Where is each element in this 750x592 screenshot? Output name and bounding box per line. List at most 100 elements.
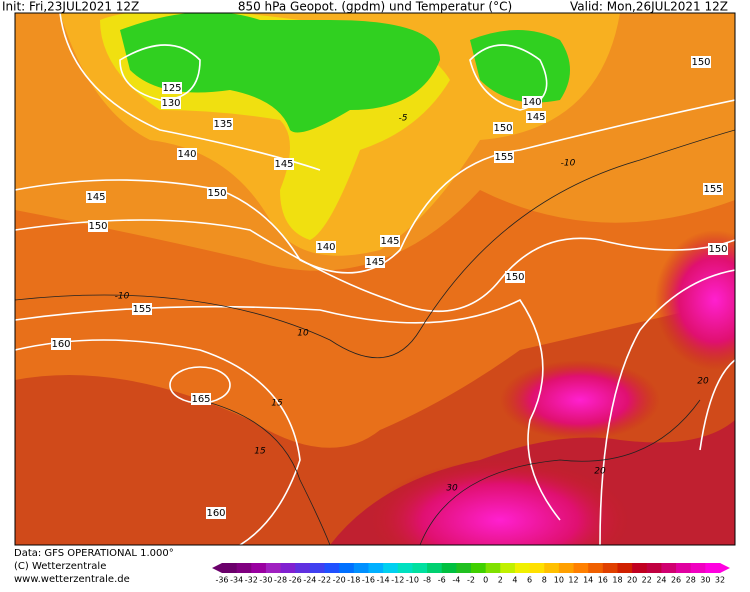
colorbar-tick-label: 28 xyxy=(686,576,696,585)
contour-label-box xyxy=(191,393,211,405)
colorbar-tick-label: -12 xyxy=(391,576,404,585)
contour-label-box xyxy=(207,187,227,199)
geopotential-label: 125 xyxy=(162,83,181,94)
colorbar-segment xyxy=(558,563,575,573)
colorbar-tick-label: -36 xyxy=(215,576,228,585)
geopotential-label: 150 xyxy=(505,272,524,283)
colorbar-tick-label: 6 xyxy=(527,576,532,585)
colorbar-tick-label: -28 xyxy=(274,576,287,585)
temperature-label: 10 xyxy=(297,329,309,339)
colorbar-segment xyxy=(500,563,516,573)
geopotential-label: 145 xyxy=(380,236,399,247)
geopotential-label: 145 xyxy=(526,112,545,123)
contour-label-box xyxy=(380,235,400,247)
colorbar-tick-label: -20 xyxy=(333,576,346,585)
colorbar-segment xyxy=(514,563,531,573)
colorbar-tick-label: -24 xyxy=(303,576,316,585)
contour-label-box xyxy=(703,183,723,195)
colorbar-segment xyxy=(690,563,706,573)
colorbar-tick-label: 0 xyxy=(483,576,488,585)
colorbar-segment xyxy=(617,563,633,573)
contour-label-box xyxy=(132,303,152,315)
geopotential-label: 140 xyxy=(522,97,541,108)
colorbar-segment xyxy=(602,563,618,573)
colorbar-tick-label: -32 xyxy=(245,576,258,585)
colorbar-segment xyxy=(632,563,648,573)
contour-label-box xyxy=(162,82,182,94)
colorbar-tick-label: -10 xyxy=(406,576,419,585)
colorbar-segment xyxy=(661,563,677,573)
temperature-label: 15 xyxy=(271,399,283,409)
colorbar-tick-label: 4 xyxy=(512,576,517,585)
geopotential-label: 145 xyxy=(365,257,384,268)
geopotential-label: 150 xyxy=(691,57,710,68)
website: www.wetterzentrale.de xyxy=(14,574,130,585)
colorbar-tick-label: 2 xyxy=(498,576,503,585)
colorbar-segment xyxy=(222,563,238,573)
colorbar-tick-label: 10 xyxy=(554,576,564,585)
colorbar-tick-label: 32 xyxy=(715,576,725,585)
contour-label-box xyxy=(88,220,108,232)
geopotential-label: 145 xyxy=(86,192,105,203)
colorbar-tick-label: 14 xyxy=(583,576,593,585)
geopotential-label: 160 xyxy=(51,339,70,350)
geopotential-label: 150 xyxy=(88,221,107,232)
colorbar-tick-label: -30 xyxy=(259,576,272,585)
contour-label-box xyxy=(274,158,294,170)
contour-label-box xyxy=(691,56,711,68)
colorbar-segment xyxy=(573,563,589,573)
colorbar-segment xyxy=(588,563,604,573)
contour-label-box xyxy=(708,243,728,255)
colorbar-tick-label: -8 xyxy=(423,576,431,585)
colorbar-tick-label: 22 xyxy=(642,576,652,585)
colorbar-arrow-low xyxy=(212,563,222,573)
temperature-label: 20 xyxy=(697,377,709,387)
temperature-label: -5 xyxy=(399,114,408,124)
colorbar-tick-label: -16 xyxy=(362,576,375,585)
colorbar-tick-label: 24 xyxy=(656,576,666,585)
geopotential-label: 130 xyxy=(161,98,180,109)
temperature-label: 20 xyxy=(594,467,606,477)
colorbar-tick-label: -18 xyxy=(347,576,360,585)
contour-label-box xyxy=(177,148,197,160)
map-area xyxy=(15,13,735,545)
colorbar-segment xyxy=(309,563,326,573)
contour-label-box xyxy=(522,96,542,108)
valid-time: Valid: Mon,26JUL2021 12Z xyxy=(570,0,728,14)
map-title: 850 hPa Geopot. (gpdm) und Temperatur (°… xyxy=(238,0,512,14)
colorbar-tick-label: 18 xyxy=(612,576,622,585)
colorbar-tick-label: -4 xyxy=(452,576,460,585)
colorbar-tick-label: -2 xyxy=(467,576,475,585)
colorbar-tick-label: -26 xyxy=(289,576,302,585)
geopotential-label: 150 xyxy=(493,123,512,134)
data-source: Data: GFS OPERATIONAL 1.000° xyxy=(14,548,174,559)
colorbar-segment xyxy=(529,563,545,573)
temperature-label: -10 xyxy=(561,159,576,169)
geopotential-label: 155 xyxy=(703,184,722,195)
colorbar-segment xyxy=(280,563,296,573)
geopotential-label: 155 xyxy=(494,152,513,163)
colorbar-segment xyxy=(339,563,355,573)
colorbar-segment xyxy=(397,563,413,573)
overlay: 1251301351401451501501451401451451501551… xyxy=(51,56,730,585)
map-frame xyxy=(14,12,736,546)
colorbar-segment xyxy=(383,563,399,573)
colorbar-tick-label: 20 xyxy=(627,576,637,585)
colorbar-segment xyxy=(705,563,721,573)
colorbar-segment xyxy=(353,563,369,573)
contour-label-box xyxy=(213,118,233,130)
colorbar-segment xyxy=(412,563,428,573)
geopotential-label: 135 xyxy=(213,119,232,130)
colorbar-segment xyxy=(295,563,311,573)
temperature-label: 15 xyxy=(254,447,266,457)
init-time: Init: Fri,23JUL2021 12Z xyxy=(2,0,139,14)
contour-label-box xyxy=(365,256,385,268)
colorbar-tick-label: -34 xyxy=(230,576,243,585)
contour-label-box xyxy=(494,151,514,163)
contour-label-box xyxy=(86,191,106,203)
colorbar-tick-label: 8 xyxy=(542,576,547,585)
colorbar-segment xyxy=(646,563,662,573)
colorbar-tick-label: -14 xyxy=(377,576,390,585)
geopotential-label: 140 xyxy=(316,242,335,253)
